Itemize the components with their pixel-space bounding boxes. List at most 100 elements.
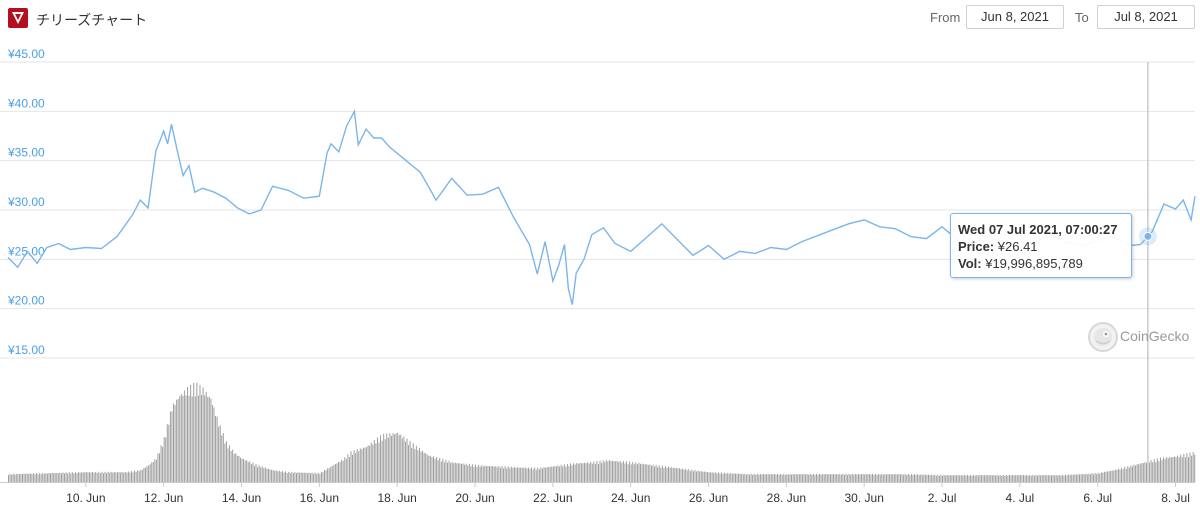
volume-bar (367, 445, 369, 482)
volume-bar (264, 467, 266, 482)
volume-bar (1099, 473, 1101, 482)
volume-bar (875, 473, 877, 482)
volume-bar (724, 472, 726, 482)
grid-lines (0, 61, 1195, 483)
volume-bar (43, 473, 45, 482)
volume-bar (663, 467, 665, 482)
volume-bar (1068, 474, 1070, 482)
volume-bar (53, 473, 55, 482)
volume-bar (1080, 474, 1082, 482)
volume-bar (12, 473, 14, 482)
volume-bar (250, 464, 252, 482)
volume-bar (376, 437, 378, 482)
volume-bar (607, 461, 609, 482)
volume-bar (993, 474, 995, 482)
volume-bar (383, 433, 385, 482)
volume-bar (152, 461, 154, 482)
volume-bar (429, 455, 431, 482)
volume-bar (596, 460, 598, 482)
volume-bar (1086, 474, 1088, 482)
volume-bar (358, 451, 360, 482)
volume-bar (381, 440, 383, 482)
volume-bar (31, 474, 33, 482)
from-label: From (930, 10, 961, 25)
volume-bar (655, 464, 657, 482)
volume-bar (668, 466, 670, 482)
x-tick-label: 2. Jul (928, 491, 957, 505)
volume-bar (521, 467, 523, 482)
volume-bar (1144, 462, 1146, 482)
volume-bar (797, 474, 799, 482)
volume-bar (918, 474, 920, 482)
x-tick-label: 4. Jul (1006, 491, 1035, 505)
volume-bar (733, 473, 735, 482)
volume-bar (781, 474, 783, 482)
volume-bar (885, 474, 887, 482)
volume-bar (169, 411, 171, 482)
volume-bar (14, 474, 16, 482)
volume-bar (338, 461, 340, 482)
volume-bar (467, 465, 469, 482)
volume-bar (59, 472, 61, 482)
volume-bar (48, 472, 50, 482)
volume-bar (454, 462, 456, 482)
volume-bar (456, 463, 458, 482)
x-tick-label: 28. Jun (767, 491, 806, 505)
volume-bar (123, 472, 125, 482)
volume-bar (503, 468, 505, 482)
volume-bar (980, 475, 982, 482)
volume-bar (833, 474, 835, 482)
volume-bar (224, 443, 226, 482)
volume-bar (878, 473, 880, 482)
volume-bar (703, 471, 705, 482)
volume-bar (437, 460, 439, 482)
volume-bar (573, 463, 575, 482)
volume-bar (297, 472, 299, 482)
volume-bar (126, 472, 128, 482)
volume-bar (815, 473, 817, 482)
volume-bar (461, 464, 463, 482)
volume-bar (532, 469, 534, 482)
volume-bar (481, 465, 483, 482)
volume-bar (140, 469, 142, 482)
volume-bar (689, 471, 691, 482)
volume-bar (1018, 475, 1020, 482)
volume-bar (328, 468, 330, 482)
from-date-input[interactable]: Jun 8, 2021 (966, 5, 1064, 29)
volume-bar (352, 454, 354, 482)
volume-bar (583, 462, 585, 482)
volume-bar (580, 463, 582, 482)
volume-bar (842, 473, 844, 482)
volume-bar (720, 472, 722, 482)
volume-bar (286, 473, 288, 482)
volume-bar (305, 472, 307, 482)
volume-bar (523, 468, 525, 482)
volume-bar (537, 467, 539, 482)
volume-bar (552, 466, 554, 482)
volume-bar (263, 468, 265, 482)
to-date-input[interactable]: Jul 8, 2021 (1097, 5, 1195, 29)
volume-bar (99, 473, 101, 482)
volume-bar (702, 471, 704, 482)
volume-bar (106, 472, 108, 482)
volume-bar (590, 461, 592, 482)
y-tick-label: ¥15.00 (7, 343, 45, 357)
volume-bar (295, 472, 297, 482)
volume-bar (1191, 455, 1193, 482)
volume-bar (210, 398, 212, 482)
volume-bar (1096, 474, 1098, 482)
volume-bar (1110, 470, 1112, 482)
credit-text: CoinGecko (1120, 328, 1190, 344)
volume-bar (98, 471, 100, 482)
y-tick-label: ¥35.00 (7, 146, 45, 160)
volume-bar (350, 451, 352, 482)
volume-bar (1158, 461, 1160, 482)
volume-bar (1175, 457, 1177, 482)
volume-bar (229, 445, 231, 482)
volume-bar (527, 467, 529, 482)
volume-bar (314, 472, 316, 482)
volume-bar (62, 472, 64, 482)
volume-bar (996, 474, 998, 482)
volume-bar (987, 475, 989, 482)
